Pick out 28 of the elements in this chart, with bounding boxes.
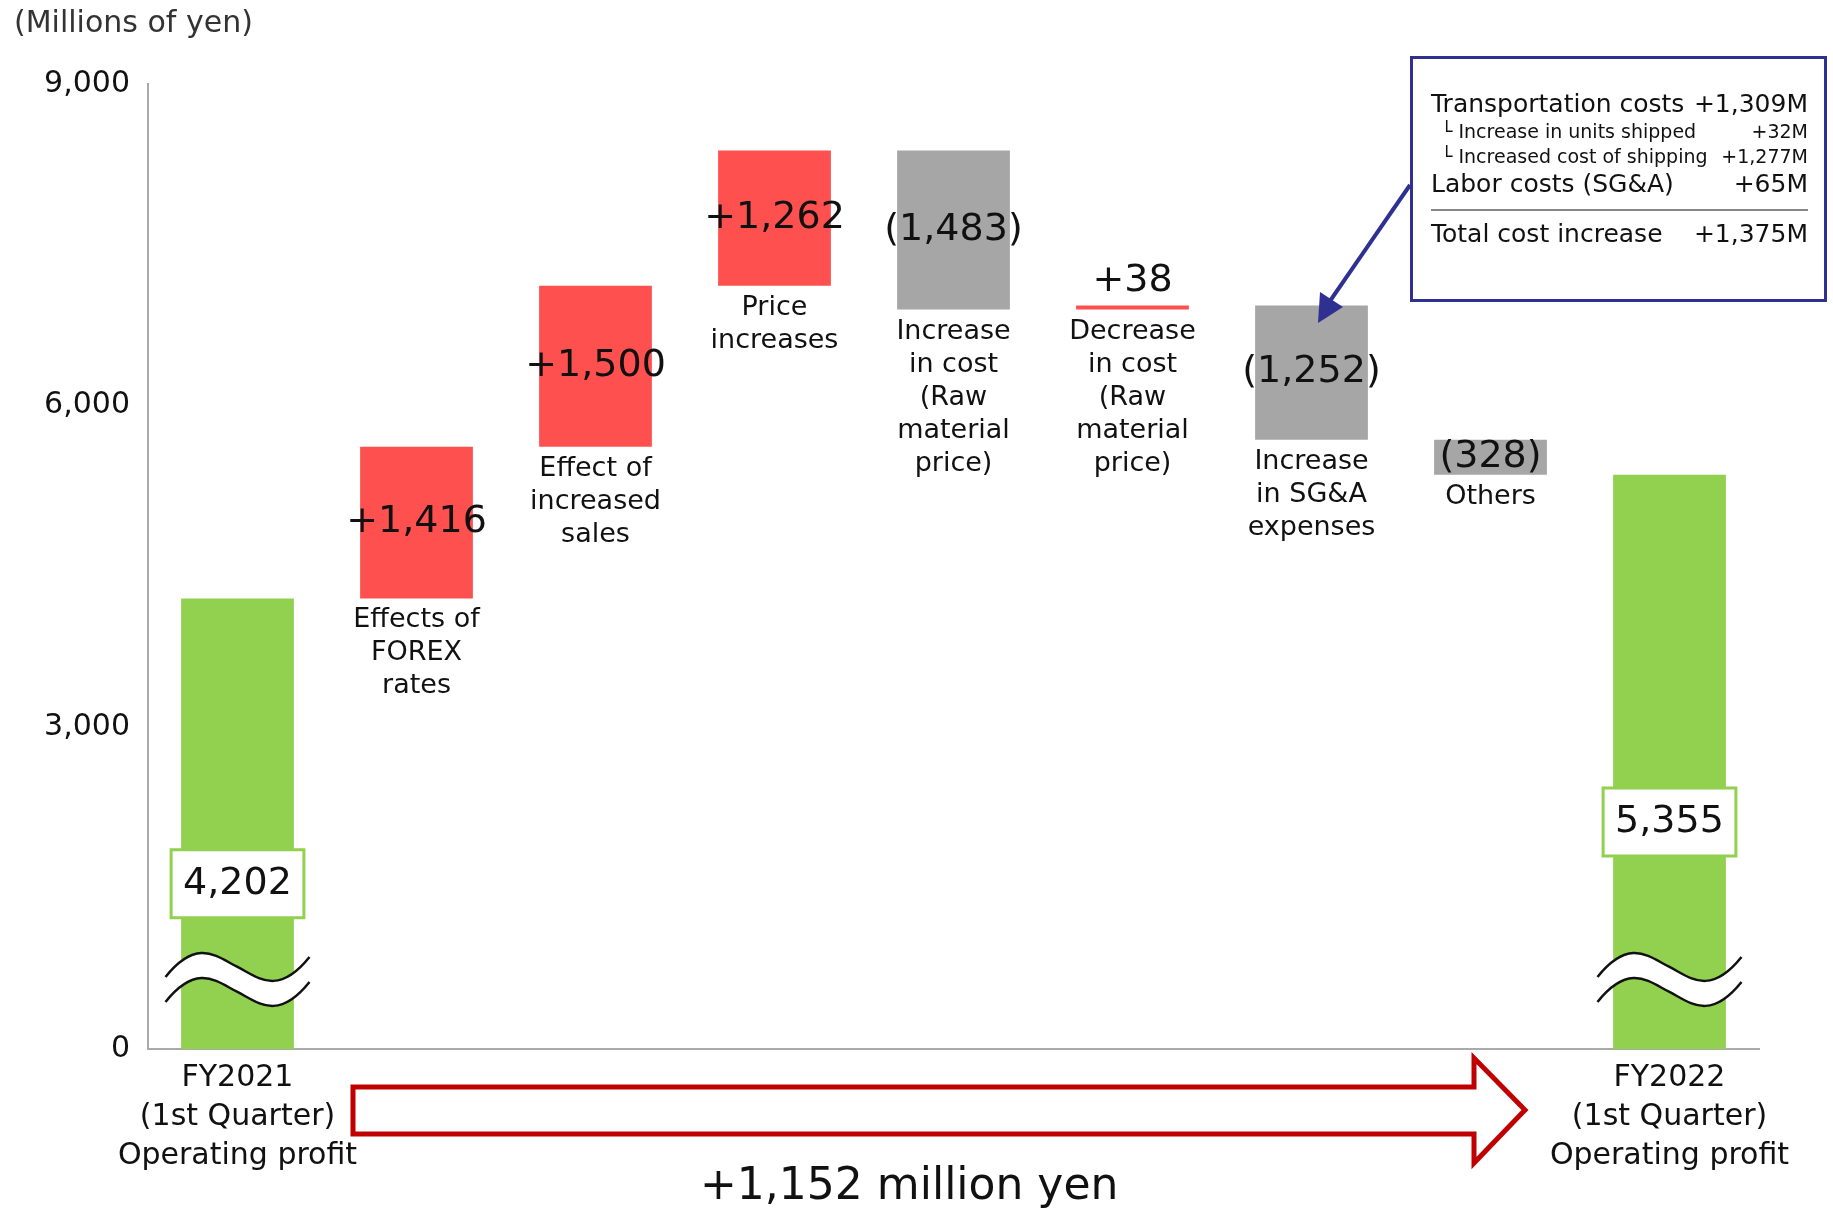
y-tick-label: 9,000 [44,63,130,99]
text: +1,152 million yen [700,1158,1119,1209]
y-axis-title: (Millions of yen) [14,4,253,39]
x-tick-label: Price increases [710,289,839,354]
data-label: (328) [1439,432,1542,477]
x-tick-label: Increase in cost (Raw material price) [896,313,1011,477]
annotation: Transportation costs [1431,89,1685,119]
annotation: +32M [1751,119,1808,144]
x-tick-label: Others [1445,478,1536,510]
annotation: └ Increased cost of shipping [1441,144,1708,169]
x-tick-label: Increase in SG&A expenses [1247,443,1376,541]
x-tick-label: Decrease in cost (Raw material price) [1069,313,1196,477]
x-tick-label: Effect of increased sales [530,450,661,548]
annotation: +1,277M [1721,144,1808,169]
annotation: Total cost increase [1431,219,1663,249]
y-tick-label: 6,000 [44,385,130,421]
annotation: └ Increase in units shipped [1441,119,1697,144]
y-tick-label: 3,000 [44,707,130,743]
annotation: +65M [1733,169,1808,199]
annotation: +1,375M [1693,219,1808,249]
data-label: 4,202 [183,858,292,903]
x-tick-label: FY2022 (1st Quarter) Operating profit [1549,1058,1790,1172]
x-tick-label: Effects of FOREX rates [353,602,482,700]
data-label: 5,355 [1615,796,1724,841]
bar [1076,305,1189,310]
annotation: +1,309M [1693,89,1808,119]
data-label: +38 [1092,256,1173,301]
annotation: Labor costs (SG&A) [1431,169,1674,199]
